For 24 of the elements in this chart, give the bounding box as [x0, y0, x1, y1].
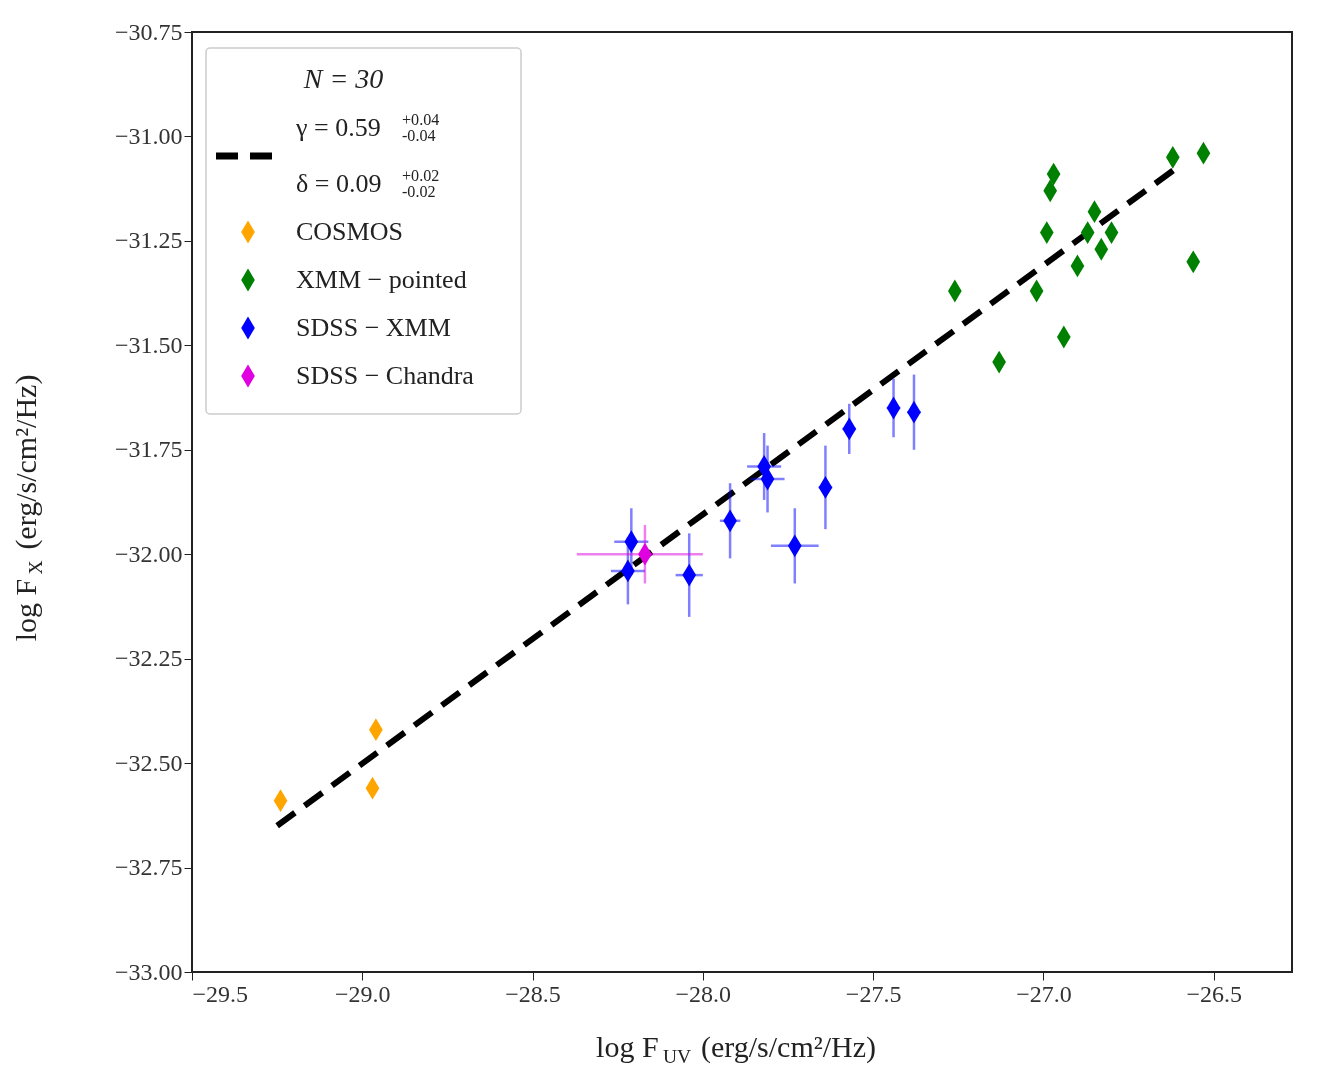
- y-tick-label: −30.75: [114, 18, 183, 45]
- y-tick-label: −31.75: [114, 436, 183, 463]
- y-tick-label: −32.00: [114, 540, 183, 567]
- legend-label: COSMOS: [296, 217, 403, 246]
- legend-title: N = 30: [302, 63, 384, 94]
- legend-label: XMM − pointed: [296, 265, 467, 294]
- y-tick-label: −31.50: [114, 331, 183, 358]
- y-tick-label: −31.00: [114, 122, 183, 149]
- y-tick-label: −31.25: [114, 227, 183, 254]
- x-tick-label: −29.5: [192, 980, 249, 1007]
- y-axis-title: log FX (erg/s/cm²/Hz): [9, 374, 46, 642]
- x-tick-label: −26.5: [1186, 980, 1242, 1007]
- x-tick-label: −27.5: [845, 980, 902, 1007]
- x-tick-label: −28.5: [505, 980, 561, 1007]
- y-tick-label: −33.00: [114, 958, 183, 985]
- x-tick-label: −29.0: [335, 980, 391, 1007]
- legend-label: SDSS − XMM: [296, 313, 451, 342]
- x-tick-label: −28.0: [675, 980, 732, 1007]
- y-tick-label: −32.50: [114, 749, 183, 776]
- text: γ = 0.59+0.04-0.04 δ = 0.09+0.02-0.02: [296, 110, 440, 201]
- y-tick-label: −32.75: [114, 854, 183, 881]
- legend-label: SDSS − Chandra: [296, 361, 475, 390]
- x-tick-label: −27.0: [1016, 980, 1072, 1007]
- y-tick-label: −32.25: [114, 645, 183, 672]
